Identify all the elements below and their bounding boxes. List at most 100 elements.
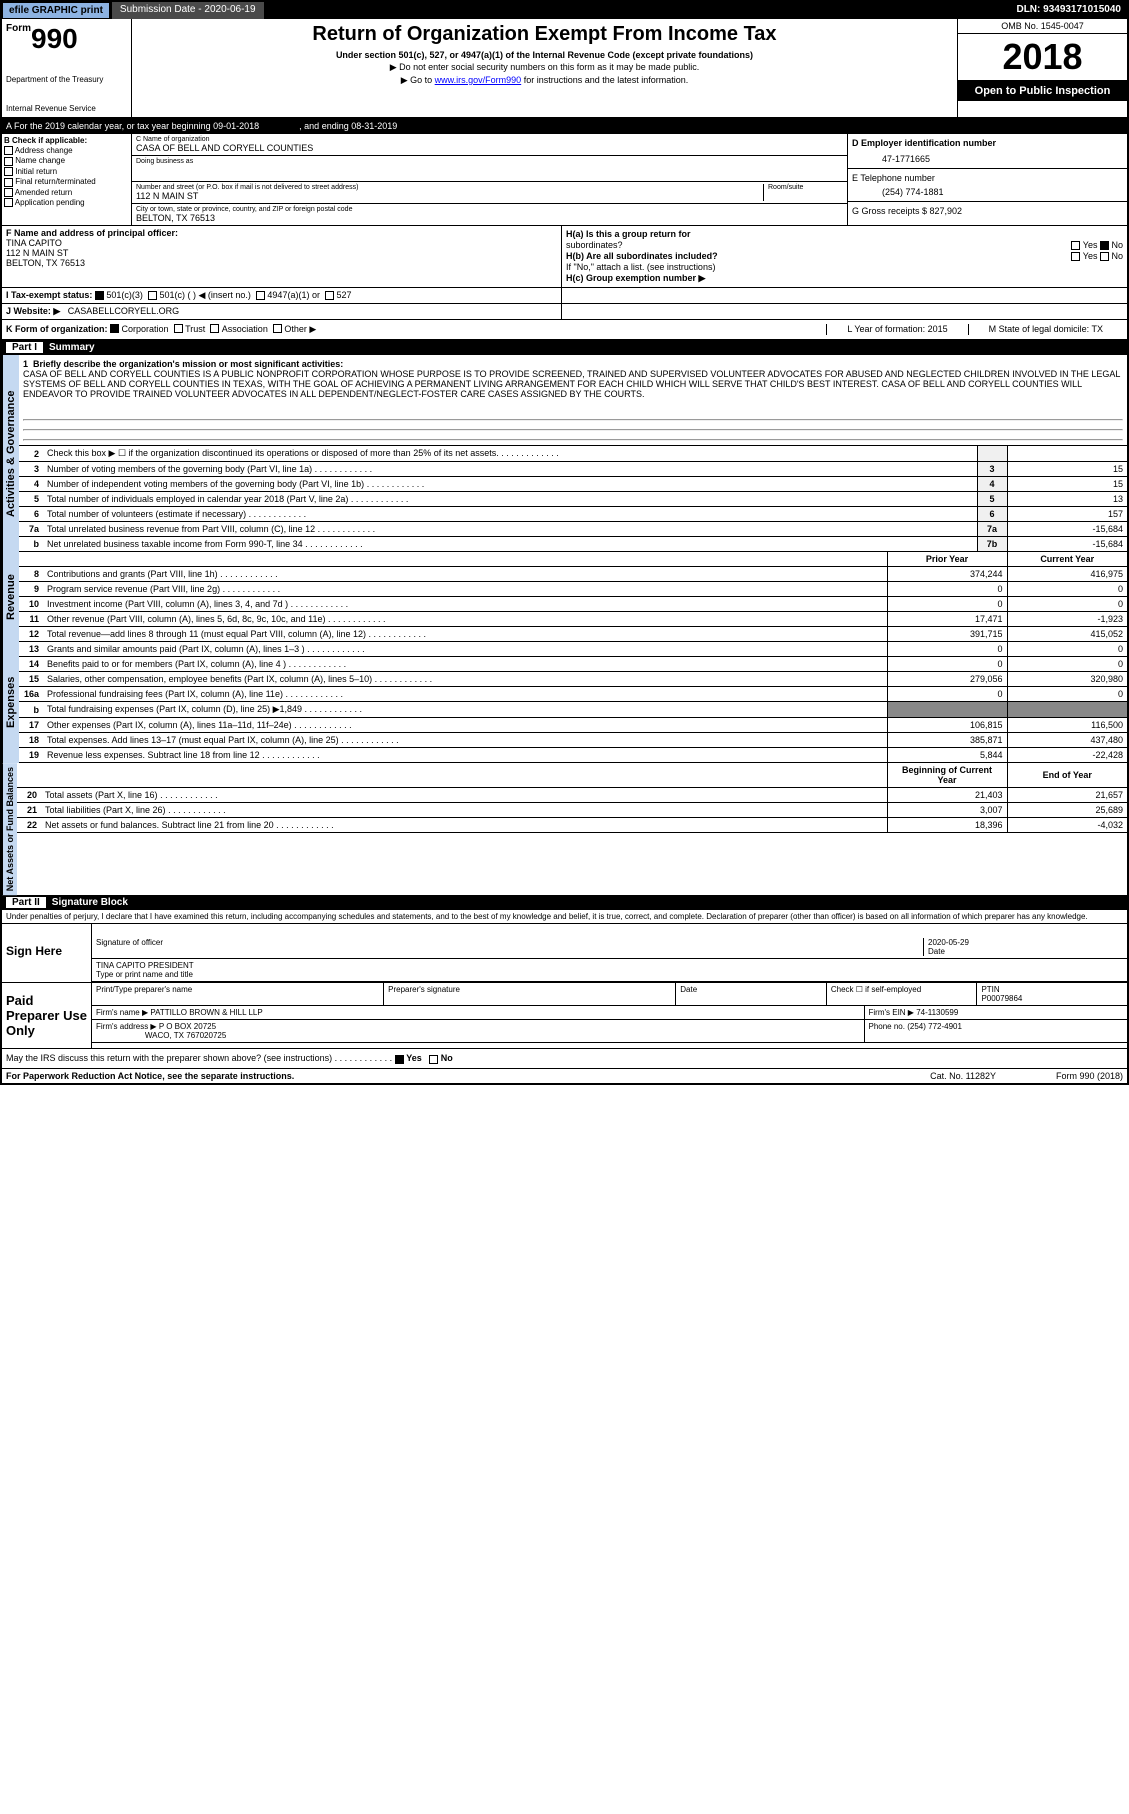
- cb-amended[interactable]: Amended return: [4, 188, 129, 197]
- part-1-header: Part I Summary: [2, 340, 1127, 355]
- col-c-org-info: C Name of organization CASA OF BELL AND …: [132, 134, 847, 225]
- paid-preparer-label: Paid Preparer Use Only: [2, 983, 92, 1048]
- table-row: 20Total assets (Part X, line 16)21,40321…: [17, 788, 1127, 803]
- table-row: 16aProfessional fundraising fees (Part I…: [19, 687, 1127, 702]
- subtitle-2: ▶ Do not enter social security numbers o…: [136, 62, 953, 73]
- table-row: 15Salaries, other compensation, employee…: [19, 672, 1127, 687]
- governance-section: Activities & Governance 1 Briefly descri…: [2, 355, 1127, 552]
- group-return: H(a) Is this a group return for subordin…: [562, 226, 1127, 287]
- org-address: 112 N MAIN ST: [136, 191, 763, 201]
- cb-discuss-no[interactable]: [429, 1055, 438, 1064]
- form-number: Form990: [6, 23, 127, 55]
- form-header: Form990 Department of the Treasury Inter…: [2, 19, 1127, 119]
- irs-link[interactable]: www.irs.gov/Form990: [435, 75, 522, 85]
- table-row: bTotal fundraising expenses (Part IX, co…: [19, 702, 1127, 718]
- col-b-checkboxes: B Check if applicable: Address change Na…: [2, 134, 132, 225]
- top-bar: efile GRAPHIC print Submission Date - 20…: [2, 2, 1127, 19]
- expenses-section: Expenses 13Grants and similar amounts pa…: [2, 642, 1127, 763]
- cb-501c3[interactable]: [95, 291, 104, 300]
- table-row: 2Check this box ▶ ☐ if the organization …: [19, 446, 1127, 462]
- year-formation: L Year of formation: 2015: [826, 324, 967, 335]
- cb-pending[interactable]: Application pending: [4, 198, 129, 207]
- firm-ein: 74-1130599: [916, 1008, 958, 1017]
- paid-preparer-section: Paid Preparer Use Only Print/Type prepar…: [2, 982, 1127, 1048]
- table-row: 5Total number of individuals employed in…: [19, 492, 1127, 507]
- expenses-label: Expenses: [2, 642, 19, 763]
- subtitle-1: Under section 501(c), 527, or 4947(a)(1)…: [136, 50, 953, 60]
- table-row: 21Total liabilities (Part X, line 26)3,0…: [17, 803, 1127, 818]
- header-middle: Return of Organization Exempt From Incom…: [132, 19, 957, 117]
- table-row: 22Net assets or fund balances. Subtract …: [17, 818, 1127, 833]
- submission-date: Submission Date - 2020-06-19: [112, 2, 264, 19]
- perjury-text: Under penalties of perjury, I declare th…: [2, 910, 1127, 924]
- state-domicile: M State of legal domicile: TX: [968, 324, 1123, 335]
- cb-initial-return[interactable]: Initial return: [4, 167, 129, 176]
- table-row: 12Total revenue—add lines 8 through 11 (…: [19, 627, 1127, 642]
- mission-text: CASA OF BELL AND CORYELL COUNTIES IS A P…: [23, 369, 1120, 399]
- dept-treasury: Department of the Treasury: [6, 75, 127, 84]
- mission-block: 1 Briefly describe the organization's mi…: [19, 355, 1127, 446]
- netassets-section: Net Assets or Fund Balances Beginning of…: [2, 763, 1127, 895]
- table-row: 14Benefits paid to or for members (Part …: [19, 657, 1127, 672]
- revenue-section: Revenue Prior YearCurrent Year 8Contribu…: [2, 552, 1127, 642]
- phone-row: E Telephone number (254) 774-1881: [848, 169, 1127, 202]
- cb-final-return[interactable]: Final return/terminated: [4, 177, 129, 186]
- header-right: OMB No. 1545-0047 2018 Open to Public In…: [957, 19, 1127, 117]
- cb-discuss-yes[interactable]: [395, 1055, 404, 1064]
- table-row: 18Total expenses. Add lines 13–17 (must …: [19, 733, 1127, 748]
- section-b-c-d: B Check if applicable: Address change Na…: [2, 134, 1127, 226]
- dln-number: DLN: 93493171015040: [1010, 2, 1127, 19]
- row-k-form-org: K Form of organization: Corporation Trus…: [2, 320, 1127, 340]
- table-row: 8Contributions and grants (Part VIII, li…: [19, 567, 1127, 582]
- efile-button[interactable]: efile GRAPHIC print: [2, 2, 110, 19]
- table-row: 6Total number of volunteers (estimate if…: [19, 507, 1127, 522]
- gross-receipts: G Gross receipts $ 827,902: [848, 202, 1127, 220]
- row-i-tax-status: I Tax-exempt status: 501(c)(3) 501(c) ( …: [2, 288, 1127, 304]
- table-row: 19Revenue less expenses. Subtract line 1…: [19, 748, 1127, 763]
- form-990-page: efile GRAPHIC print Submission Date - 20…: [0, 0, 1129, 1085]
- sign-here-label: Sign Here: [2, 924, 92, 982]
- open-inspection: Open to Public Inspection: [958, 81, 1127, 101]
- table-row: 11Other revenue (Part VIII, column (A), …: [19, 612, 1127, 627]
- table-row: bNet unrelated business taxable income f…: [19, 537, 1127, 552]
- org-city: BELTON, TX 76513: [136, 213, 843, 223]
- expenses-table: 13Grants and similar amounts paid (Part …: [19, 642, 1127, 763]
- tax-year: 2018: [958, 34, 1127, 81]
- website-value: CASABELLCORYELL.ORG: [68, 306, 179, 316]
- table-row: 10Investment income (Part VIII, column (…: [19, 597, 1127, 612]
- cb-address-change[interactable]: Address change: [4, 146, 129, 155]
- col-d-e: D Employer identification number 47-1771…: [847, 134, 1127, 225]
- omb-number: OMB No. 1545-0047: [958, 19, 1127, 34]
- table-row: 7aTotal unrelated business revenue from …: [19, 522, 1127, 537]
- irs-label: Internal Revenue Service: [6, 104, 127, 113]
- table-row: 17Other expenses (Part IX, column (A), l…: [19, 718, 1127, 733]
- sign-here-section: Sign Here Signature of officer 2020-05-2…: [2, 924, 1127, 982]
- row-a-tax-year: A For the 2019 calendar year, or tax yea…: [2, 119, 1127, 134]
- officer-name: TINA CAPITO PRESIDENT: [96, 961, 1123, 970]
- ptin-value: P00079864: [981, 994, 1022, 1003]
- header-left: Form990 Department of the Treasury Inter…: [2, 19, 132, 117]
- form-title: Return of Organization Exempt From Incom…: [136, 23, 953, 46]
- governance-table: 2Check this box ▶ ☐ if the organization …: [19, 446, 1127, 552]
- table-row: 4Number of independent voting members of…: [19, 477, 1127, 492]
- phone-value: (254) 774-1881: [882, 187, 1123, 197]
- row-j-website: J Website: ▶ CASABELLCORYELL.ORG: [2, 304, 1127, 320]
- revenue-table: Prior YearCurrent Year 8Contributions an…: [19, 552, 1127, 642]
- ein-value: 47-1771665: [882, 154, 1123, 164]
- subtitle-3: ▶ Go to www.irs.gov/Form990 for instruct…: [136, 75, 953, 86]
- ein-row: D Employer identification number 47-1771…: [848, 134, 1127, 169]
- cb-corporation[interactable]: [110, 324, 119, 333]
- org-name: CASA OF BELL AND CORYELL COUNTIES: [136, 143, 843, 153]
- discuss-row: May the IRS discuss this return with the…: [2, 1048, 1127, 1067]
- part-2-header: Part II Signature Block: [2, 895, 1127, 910]
- page-footer: For Paperwork Reduction Act Notice, see …: [2, 1068, 1127, 1083]
- table-row: 3Number of voting members of the governi…: [19, 462, 1127, 477]
- cb-name-change[interactable]: Name change: [4, 156, 129, 165]
- firm-name: PATTILLO BROWN & HILL LLP: [150, 1008, 262, 1017]
- firm-phone: (254) 772-4901: [907, 1022, 962, 1031]
- governance-label: Activities & Governance: [2, 355, 19, 552]
- table-row: 13Grants and similar amounts paid (Part …: [19, 642, 1127, 657]
- netassets-label: Net Assets or Fund Balances: [2, 763, 17, 895]
- row-f-h: F Name and address of principal officer:…: [2, 226, 1127, 288]
- principal-officer: F Name and address of principal officer:…: [2, 226, 562, 287]
